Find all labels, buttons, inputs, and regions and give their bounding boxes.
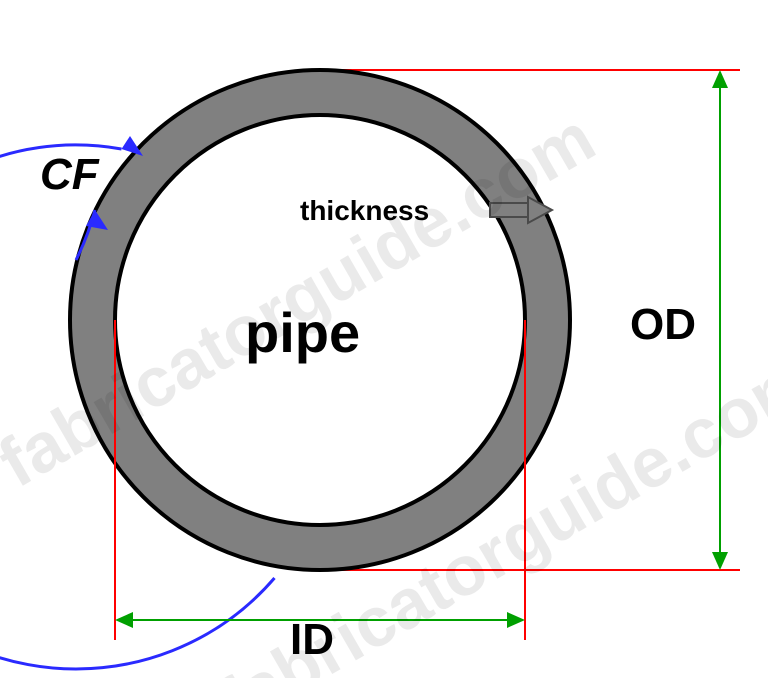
diagram-stage: fabricatorguide.com fabricatorguide.com xyxy=(0,0,768,678)
od-arrow-bottom xyxy=(712,552,728,570)
cf-label: CF xyxy=(40,150,99,200)
thickness-label: thickness xyxy=(300,195,429,227)
pipe-label: pipe xyxy=(245,300,360,365)
od-label: OD xyxy=(630,300,696,350)
id-arrow-left xyxy=(115,612,133,628)
od-arrow-top xyxy=(712,70,728,88)
id-arrow-right xyxy=(507,612,525,628)
id-label: ID xyxy=(290,615,334,665)
